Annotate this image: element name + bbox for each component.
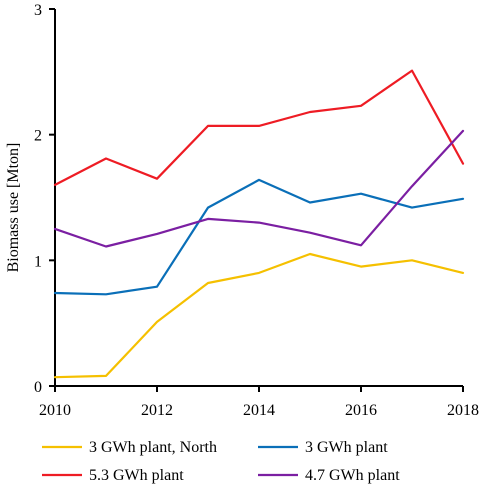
series-line-4 [53,129,465,248]
series-line-3 [53,69,465,186]
x-tick-label: 2018 [447,402,479,419]
x-tick-label: 2016 [345,402,377,419]
legend-item: 3 GWh plant, North [42,439,217,456]
legend-item: 4.7 GWh plant [258,467,400,484]
y-tick-label: 0 [34,379,42,396]
ticks: 0 1 2 3 2010 2012 2014 2016 2018 [34,2,479,419]
legend-item: 5.3 GWh plant [42,467,184,484]
legend-item: 3 GWh plant [258,439,388,456]
series-line-1 [53,252,465,379]
legend-label: 3 GWh plant [305,439,388,456]
x-tick-label: 2010 [39,402,71,419]
legend-label: 4.7 GWh plant [305,467,400,484]
y-tick-label: 2 [34,128,42,145]
legend-label: 3 GWh plant, North [89,439,217,456]
y-tick-label: 3 [34,2,42,19]
legend: 3 GWh plant, North 3 GWh plant 5.3 GWh pla… [42,439,400,484]
series-lines [53,69,465,379]
y-tick-label: 1 [34,253,42,270]
y-axis-title: Biomass use [Mton] [5,143,22,273]
series-line-2 [53,178,465,296]
legend-label: 5.3 GWh plant [89,467,184,484]
x-tick-label: 2012 [141,402,173,419]
x-tick-label: 2014 [243,402,275,419]
